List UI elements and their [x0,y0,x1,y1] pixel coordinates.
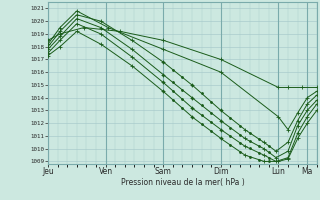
X-axis label: Pression niveau de la mer( hPa ): Pression niveau de la mer( hPa ) [121,178,244,187]
